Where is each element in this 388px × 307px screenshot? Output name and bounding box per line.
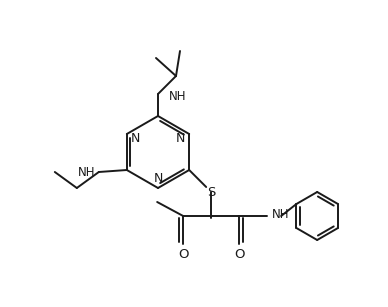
Text: N: N	[153, 172, 163, 185]
Text: O: O	[178, 247, 189, 261]
Text: N: N	[176, 133, 185, 146]
Text: NH: NH	[272, 208, 290, 220]
Text: NH: NH	[78, 166, 96, 180]
Text: S: S	[207, 185, 215, 199]
Text: NH: NH	[169, 91, 187, 103]
Text: O: O	[234, 247, 244, 261]
Text: N: N	[131, 133, 140, 146]
